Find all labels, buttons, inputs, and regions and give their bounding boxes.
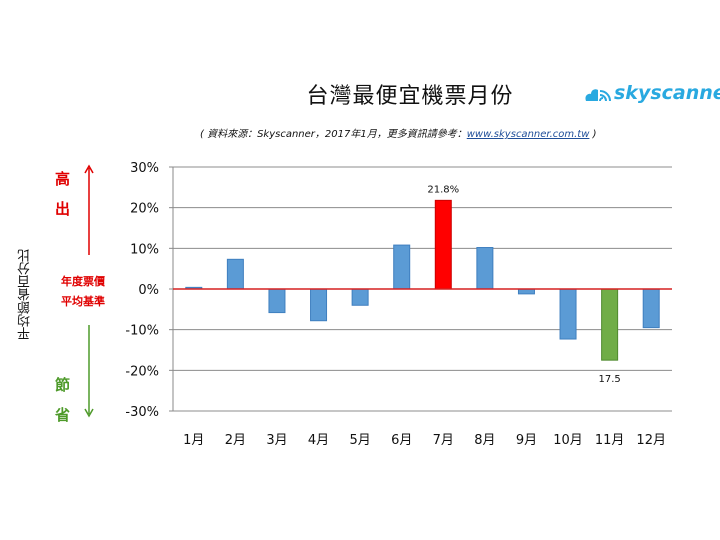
y-tick-label: -20%	[125, 364, 159, 379]
x-tick-label: 10月	[553, 433, 583, 448]
cloud-signal-icon	[585, 89, 611, 102]
x-tick-label: 5月	[349, 433, 370, 448]
y-tick-label: 20%	[130, 202, 159, 217]
data-label: 17.5	[598, 374, 620, 385]
direction-arrows	[84, 164, 94, 418]
higher-label: 高出	[55, 170, 71, 218]
bar-2月	[226, 258, 244, 290]
x-tick-label: 6月	[391, 433, 412, 448]
x-tick-label: 9月	[516, 433, 537, 448]
x-tick-label: 11月	[595, 433, 625, 448]
bar-3月	[268, 288, 286, 314]
baseline-label-2: 平均基準	[61, 295, 105, 308]
y-tick-label: -30%	[125, 405, 159, 420]
save-label: 節省	[55, 376, 71, 424]
logo-text: skyscanner	[614, 82, 720, 104]
chart-title: 台灣最便宜機票月份	[306, 84, 514, 109]
down-arrowhead-icon	[84, 408, 94, 418]
x-tick-label: 12月	[636, 433, 666, 448]
y-tick-label: 10%	[130, 242, 159, 257]
x-tick-label: 3月	[266, 433, 287, 448]
bar-12月	[642, 288, 660, 329]
bar-11月	[601, 288, 619, 361]
data-label: 21.8%	[427, 184, 459, 195]
up-arrowhead-icon	[84, 164, 94, 174]
bar-10月	[559, 288, 577, 340]
bar-8月	[476, 247, 494, 290]
subtitle-source: ( 資料來源：Skyscanner，2017年1月，更多資訊請參考：	[200, 129, 467, 140]
bar-5月	[351, 288, 369, 306]
subtitle-end: )	[589, 129, 597, 140]
x-tick-label: 4月	[308, 433, 329, 448]
chart-subtitle: ( 資料來源：Skyscanner，2017年1月，更多資訊請參考：www.sk…	[200, 125, 640, 140]
bar-7月	[434, 199, 452, 290]
y-tick-label: -10%	[125, 324, 159, 339]
x-tick-label: 8月	[474, 433, 495, 448]
y-tick-label: 30%	[130, 161, 159, 176]
bar-4月	[310, 288, 328, 322]
source-link[interactable]: www.skyscanner.com.tw	[466, 129, 590, 140]
y-tick-label: 0%	[138, 283, 159, 298]
x-tick-label: 2月	[225, 433, 246, 448]
baseline-label-1: 年度票價	[61, 275, 105, 288]
x-tick-label: 1月	[183, 433, 204, 448]
skyscanner-logo: skyscanner	[585, 82, 720, 104]
bar-6月	[393, 244, 411, 290]
x-tick-label: 7月	[433, 433, 454, 448]
